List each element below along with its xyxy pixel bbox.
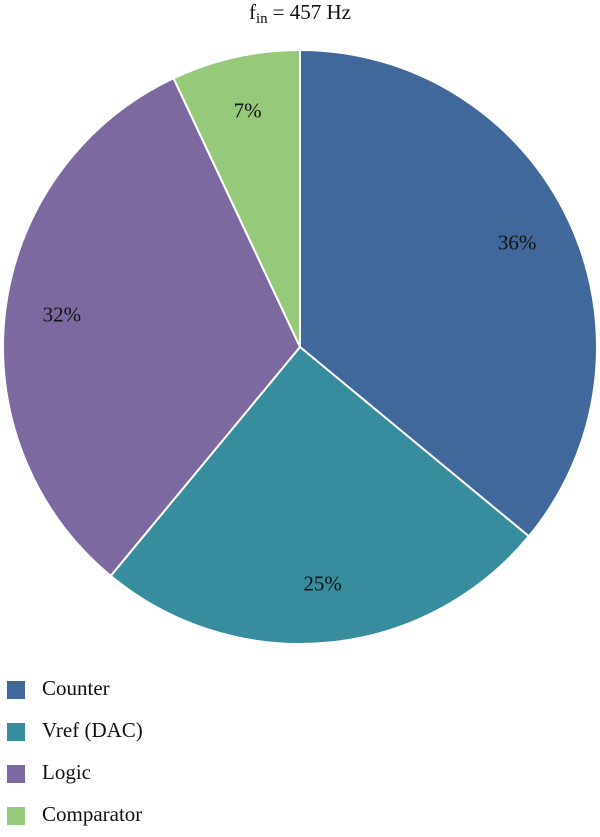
legend-label: Comparator [42, 802, 142, 826]
legend-label: Counter [42, 676, 110, 700]
legend-swatch [7, 681, 25, 699]
legend-swatch [7, 723, 25, 741]
legend-label: Logic [42, 760, 91, 784]
title-subscript: in [256, 11, 268, 27]
chart-title: fin = 457 Hz [249, 0, 351, 27]
data-label: 32% [43, 303, 82, 327]
title-rest: = 457 Hz [273, 0, 351, 24]
legend-swatch [7, 807, 25, 825]
pie-slice [2, 76, 302, 578]
legend-swatch [7, 765, 25, 783]
legend-label: Vref (DAC) [42, 718, 143, 742]
pie-slice [172, 48, 301, 348]
title-main: f [249, 0, 256, 24]
data-label: 25% [303, 572, 342, 596]
data-label: 36% [498, 231, 537, 255]
pie-slice [109, 345, 531, 645]
data-label: 7% [234, 99, 262, 123]
pie-slice [299, 48, 598, 538]
